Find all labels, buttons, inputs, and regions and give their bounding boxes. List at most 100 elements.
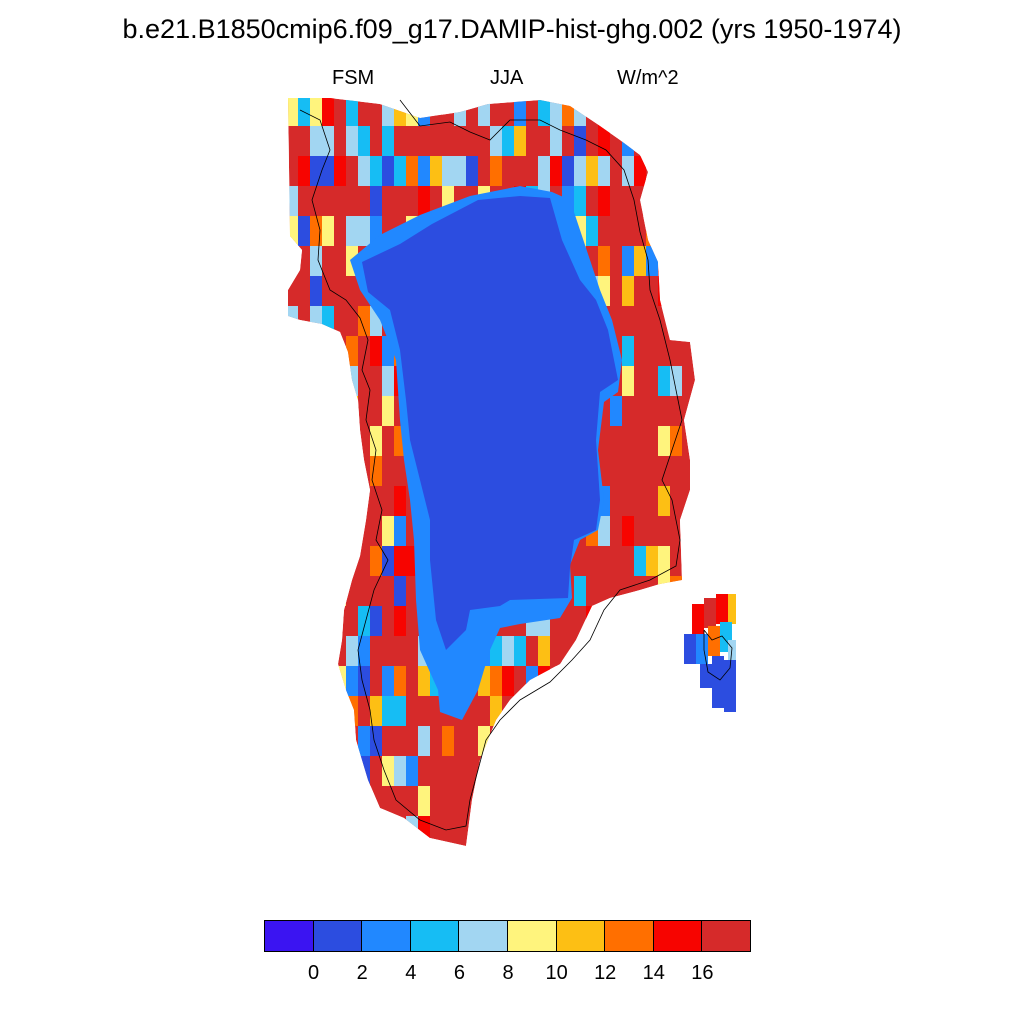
colorbar-box: [458, 920, 508, 952]
grid-cell: [370, 426, 382, 456]
grid-cell: [598, 156, 610, 186]
grid-cell: [454, 846, 466, 876]
grid-cell: [418, 156, 430, 186]
grid-cell: [454, 98, 466, 126]
grid-cell: [418, 726, 430, 756]
grid-cell: [334, 756, 346, 786]
grid-cell: [346, 216, 358, 246]
grid-cell: [358, 216, 370, 246]
grid-cell: [550, 156, 562, 186]
grid-cell: [574, 156, 586, 186]
grid-cell: [346, 636, 358, 666]
grid-cell: [382, 396, 394, 426]
grid-cell: [478, 98, 490, 126]
grid-cell: [574, 126, 586, 156]
grid-cell: [358, 636, 370, 666]
grid-cell: [550, 126, 562, 156]
grid-cell: [346, 666, 358, 696]
grid-cell: [610, 98, 622, 126]
grid-cell: [382, 696, 394, 726]
grid-cell: [586, 846, 598, 876]
grid-cell: [700, 664, 712, 688]
grid-cell: [370, 756, 382, 786]
grid-cell: [394, 516, 406, 546]
grid-cell: [646, 606, 658, 636]
grid-cell: [442, 156, 454, 186]
grid-cell: [562, 98, 574, 126]
grid-cell: [694, 276, 695, 306]
grid-cell: [658, 126, 670, 156]
grid-cell: [310, 98, 322, 126]
grid-cell: [684, 634, 696, 664]
grid-cell: [598, 186, 610, 216]
grid-cell: [358, 756, 370, 786]
grid-cell: [634, 98, 646, 126]
grid-cell: [634, 156, 646, 186]
grid-cell: [310, 246, 322, 276]
grid-cell: [586, 98, 598, 126]
grid-cell: [610, 186, 622, 216]
grid-cell: [322, 126, 334, 156]
grid-cell: [670, 426, 682, 456]
grid-cell: [454, 156, 466, 186]
grid-cell: [394, 486, 406, 516]
colorbar-box: [264, 920, 314, 952]
grid-cell: [490, 786, 502, 816]
grid-cell: [694, 846, 706, 876]
grid-cell: [502, 636, 514, 666]
grid-cell: [502, 666, 514, 696]
grid-cell: [550, 726, 562, 756]
grid-cell: [598, 786, 610, 816]
grid-cell: [346, 606, 358, 636]
grid-cell: [514, 636, 526, 666]
grid-cell: [646, 186, 658, 216]
grid-cell: [346, 126, 358, 156]
grid-cell: [334, 186, 346, 216]
grid-cell: [394, 546, 406, 576]
grid-cell: [382, 546, 394, 576]
grid-cell: [598, 666, 610, 696]
grid-cell: [490, 126, 502, 156]
grid-cell: [346, 786, 358, 816]
grid-cell: [298, 396, 310, 426]
grid-cell: [466, 156, 478, 186]
subtitle-left: FSM: [332, 67, 375, 89]
grid-cell: [310, 486, 322, 516]
grid-cell: [334, 576, 346, 606]
grid-cell: [288, 306, 298, 336]
grid-cell: [382, 666, 394, 696]
grid-cell: [370, 336, 382, 366]
grid-cell: [334, 396, 346, 426]
grid-cell: [490, 636, 502, 666]
iceland-field: [684, 594, 736, 712]
grid-cell: [646, 816, 658, 846]
grid-cell: [704, 598, 716, 628]
grid-cell: [394, 696, 406, 726]
grid-cell: [406, 156, 418, 186]
grid-cell: [712, 656, 724, 686]
grid-cell: [598, 98, 610, 126]
grid-cell: [682, 726, 694, 756]
grid-cell: [334, 546, 346, 576]
grid-cell: [670, 786, 682, 816]
grid-cell: [574, 726, 586, 756]
grid-cell: [634, 846, 646, 876]
grid-cell: [610, 156, 622, 186]
ice-sheet-interior: [362, 196, 618, 650]
grid-cell: [550, 636, 562, 666]
grid-cell: [346, 336, 358, 366]
grid-cell: [538, 98, 550, 126]
grid-cell: [622, 606, 634, 636]
grid-cell: [370, 846, 382, 876]
grid-cell: [598, 516, 610, 546]
grid-cell: [538, 696, 550, 726]
plot-title: b.e21.B1850cmip6.f09_g17.DAMIP-hist-ghg.…: [122, 14, 902, 44]
grid-cell: [370, 546, 382, 576]
grid-cell: [562, 726, 574, 756]
grid-cell: [298, 216, 310, 246]
grid-cell: [586, 156, 598, 186]
grid-cell: [310, 396, 322, 426]
grid-cell: [490, 666, 502, 696]
grid-cell: [310, 696, 322, 726]
colorbar-tick-label: 0: [308, 962, 320, 984]
